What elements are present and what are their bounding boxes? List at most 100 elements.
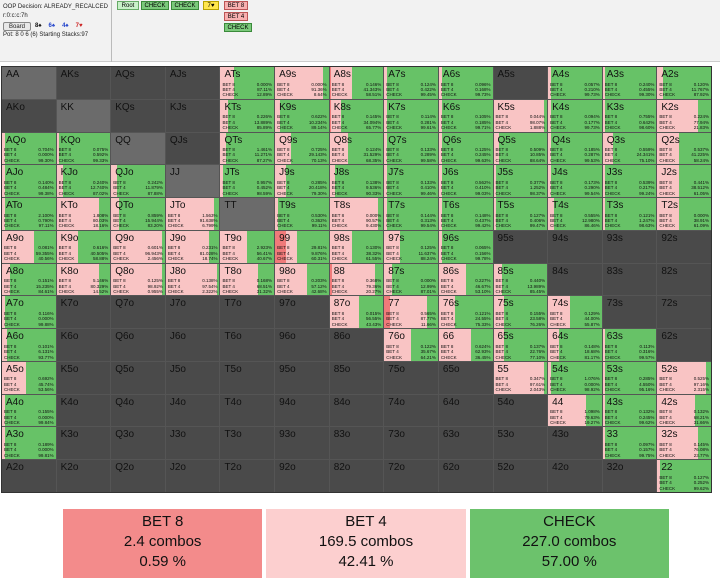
- hand-cell[interactable]: 72o: [384, 460, 438, 492]
- hand-cell[interactable]: BET 8 0.120% BET 4 11.767% CHECK 87.92% A2s: [657, 67, 711, 99]
- hand-cell[interactable]: BET 8 0.559% BET 4 24.341% CHECK 75.10% Q3s: [602, 132, 657, 165]
- hand-cell[interactable]: KK: [56, 99, 111, 132]
- hand-cell[interactable]: BET 8 0.151% BET 4 15.235% CHECK 84.61% A8o: [2, 263, 56, 296]
- hand-cell[interactable]: BET 8 0.185% BET 4 0.287% CHECK 99.53% Q4s: [548, 132, 602, 165]
- hand-cell[interactable]: BET 8 0.692% BET 4 45.74% CHECK 53.56% A5o: [2, 361, 56, 394]
- hand-cell[interactable]: BET 8 0.057% BET 4 0.210% CHECK 99.73% A4s: [548, 67, 602, 99]
- hand-cell[interactable]: BET 8 0.347% BET 4 97.61% CHECK 2.043% 55: [493, 361, 548, 394]
- hand-cell[interactable]: BET 8 1.808% BET 4 80.03% CHECK 18.16% KTo: [56, 198, 111, 230]
- hand-cell[interactable]: BET 8 0.125% BET 4 0.245% CHECK 99.63% Q6s: [438, 132, 493, 165]
- hand-cell[interactable]: 64o: [438, 394, 493, 427]
- hand-cell[interactable]: T5o: [220, 361, 275, 394]
- hand-cell[interactable]: Q3o: [111, 427, 165, 460]
- hand-cell[interactable]: 82o: [329, 460, 384, 492]
- hand-cell[interactable]: BET 8 0.616% BET 4 40.505% CHECK 58.88% K9o: [56, 230, 111, 263]
- hand-cell[interactable]: BET 8 0.114% BET 4 0.281% CHECK 99.61% K7s: [384, 99, 438, 132]
- hand-cell[interactable]: BET 8 0.000% BET 4 91.36% CHECK 8.64% A9s: [275, 67, 329, 99]
- hand-cell[interactable]: BET 8 0.155% BET 4 0.000% CHECK 99.84% A4o: [2, 394, 56, 427]
- hand-cell[interactable]: 62s: [657, 329, 711, 361]
- board-button[interactable]: Board: [3, 22, 32, 31]
- hand-cell[interactable]: BET 8 0.562% BET 4 0.410% CHECK 99.03% J6s: [438, 165, 493, 198]
- hand-cell[interactable]: AKo: [2, 99, 56, 132]
- hand-cell[interactable]: BET 8 0.000% BET 4 12.99% CHECK 87.01% 87s: [384, 263, 438, 296]
- hand-cell[interactable]: BET 8 0.116% BET 4 0.000% CHECK 99.88% A7o: [2, 296, 56, 329]
- hand-cell[interactable]: BET 8 0.000% BET 4 90.57% CHECK 9.430% T8s: [329, 198, 384, 230]
- hand-cell[interactable]: A5s: [493, 67, 548, 99]
- hand-cell[interactable]: BET 8 0.097% BET 4 0.157% CHECK 99.75% 33: [602, 427, 657, 460]
- hand-cell[interactable]: BET 8 0.094% BET 4 0.177% CHECK 99.73% K4s: [548, 99, 602, 132]
- hand-cell[interactable]: 83s: [602, 263, 657, 296]
- hand-cell[interactable]: BET 8 0.377% BET 4 1.252% CHECK 98.37% J5s: [493, 165, 548, 198]
- hand-cell[interactable]: BET 8 0.285% BET 4 4.550% CHECK 95.16% 53s: [602, 361, 657, 394]
- hand-cell[interactable]: T2o: [220, 460, 275, 492]
- hand-cell[interactable]: BET 8 1.098% BET 4 79.63% CHECK 19.27% 44: [548, 394, 602, 427]
- hand-cell[interactable]: BET 8 0.096% BET 4 0.168% CHECK 99.73% A6s: [438, 67, 493, 99]
- hand-cell[interactable]: 42o: [548, 460, 602, 492]
- hand-cell[interactable]: BET 8 0.231% BET 4 81.028% CHECK 18.74% J9o: [165, 230, 220, 263]
- hand-cell[interactable]: 85o: [329, 361, 384, 394]
- hand-cell[interactable]: K5o: [56, 361, 111, 394]
- hand-cell[interactable]: 83o: [329, 427, 384, 460]
- hand-cell[interactable]: T6o: [220, 329, 275, 361]
- hand-cell[interactable]: 92s: [657, 230, 711, 263]
- hand-cell[interactable]: BET 8 0.725% BET 4 29.143% CHECK 70.13% Q9s: [275, 132, 329, 165]
- hand-cell[interactable]: BET 8 0.127% BET 4 0.406% CHECK 99.47% T5s: [493, 198, 548, 230]
- hand-cell[interactable]: T3o: [220, 427, 275, 460]
- hand-cell[interactable]: BET 8 2.923% BET 4 56.41% CHECK 40.67% T9o: [220, 230, 275, 263]
- hand-cell[interactable]: Q6o: [111, 329, 165, 361]
- hand-cell[interactable]: BET 8 0.509% BET 4 10.85% CHECK 88.64% Q5s: [493, 132, 548, 165]
- hand-cell[interactable]: Q4o: [111, 394, 165, 427]
- hand-cell[interactable]: BET 8 0.138% BET 4 97.54% CHECK 2.322% J8o: [165, 263, 220, 296]
- hand-cell[interactable]: BET 8 0.130% BET 4 38.32% CHECK 61.55% 98s: [329, 230, 384, 263]
- hand-cell[interactable]: Q5o: [111, 361, 165, 394]
- hand-cell[interactable]: BET 8 0.132% BET 4 68.21% CHECK 31.66% 42s: [657, 394, 711, 427]
- hand-cell[interactable]: BET 8 0.133% BET 4 0.289% CHECK 99.58% Q7s: [384, 132, 438, 165]
- hand-cell[interactable]: AQs: [111, 67, 165, 99]
- hand-cell[interactable]: J7o: [165, 296, 220, 329]
- hand-cell[interactable]: BET 8 0.145% BET 4 76.08% CHECK 23.77% 32s: [657, 427, 711, 460]
- hand-cell[interactable]: J2o: [165, 460, 220, 492]
- hand-cell[interactable]: K4o: [56, 394, 111, 427]
- hand-cell[interactable]: BET 8 0.044% BET 4 98.07% CHECK 1.888% K5s: [493, 99, 548, 132]
- hand-cell[interactable]: BET 8 0.148% BET 4 0.437% CHECK 99.42% T6s: [438, 198, 493, 230]
- hand-cell[interactable]: BET 8 0.132% BET 4 0.245% CHECK 99.62% 43s: [602, 394, 657, 427]
- hand-cell[interactable]: BET 8 0.127% BET 4 0.252% CHECK 99.62% 22: [657, 460, 711, 492]
- hand-cell[interactable]: Q2o: [111, 460, 165, 492]
- hand-cell[interactable]: T7o: [220, 296, 275, 329]
- hand-cell[interactable]: BET 8 0.530% BET 4 0.362% CHECK 99.11% T9s: [275, 198, 329, 230]
- hand-cell[interactable]: BET 8 0.075% BET 4 0.592% CHECK 99.33% KQo: [56, 132, 111, 165]
- hand-cell[interactable]: BET 8 0.240% BET 4 12.740% CHECK 87.02% KJo: [56, 165, 111, 198]
- hand-cell[interactable]: A2o: [2, 460, 56, 492]
- hand-cell[interactable]: 95s: [493, 230, 548, 263]
- hand-cell[interactable]: 94o: [275, 394, 329, 427]
- hand-cell[interactable]: BET 8 0.137% BET 4 22.76% CHECK 77.10% 65s: [493, 329, 548, 361]
- hand-cell[interactable]: J4o: [165, 394, 220, 427]
- hand-cell[interactable]: BET 8 0.622% BET 4 10.234% CHECK 89.14% K9s: [275, 99, 329, 132]
- hand-cell[interactable]: BET 8 0.537% BET 4 41.225% CHECK 58.24% Q2s: [657, 132, 711, 165]
- hand-cell[interactable]: BET 8 5.146% BET 4 80.329% CHECK 14.52% K8o: [56, 263, 111, 296]
- tree-node-check[interactable]: CHECK: [224, 23, 252, 32]
- hand-cell[interactable]: BET 8 0.065% BET 4 0.156% CHECK 99.78% 96s: [438, 230, 493, 263]
- hand-cell[interactable]: 93o: [275, 427, 329, 460]
- hand-cell[interactable]: BET 8 0.203% BET 4 57.12% CHECK 42.68% 98o: [275, 263, 329, 296]
- hand-cell[interactable]: BET 8 0.129% BET 4 44.00% CHECK 55.87% 74s: [548, 296, 602, 329]
- tree-node-root[interactable]: Root: [117, 1, 139, 10]
- hand-cell[interactable]: BET 8 0.113% BET 4 0.316% CHECK 99.57% 63s: [602, 329, 657, 361]
- hand-cell[interactable]: BET 8 0.138% BET 4 9.536% CHECK 90.33% J8s: [329, 165, 384, 198]
- hand-cell[interactable]: 84o: [329, 394, 384, 427]
- hand-cell[interactable]: BET 8 0.240% BET 4 0.455% CHECK 99.30% A3s: [602, 67, 657, 99]
- hand-cell[interactable]: 65o: [438, 361, 493, 394]
- hand-cell[interactable]: 97o: [275, 296, 329, 329]
- hand-cell[interactable]: BET 8 0.441% BET 4 38.512% CHECK 61.05% J2s: [657, 165, 711, 198]
- hand-cell[interactable]: 74o: [384, 394, 438, 427]
- hand-cell[interactable]: BET 8 0.224% BET 4 77.94% CHECK 21.83% K2s: [657, 99, 711, 132]
- hand-cell[interactable]: BET 8 0.121% BET 4 24.55% CHECK 75.33% 76s: [438, 296, 493, 329]
- hand-cell[interactable]: BET 8 1.461% BET 4 11.271% CHECK 87.27% QTs: [220, 132, 275, 165]
- hand-cell[interactable]: BET 8 0.285% BET 4 20.418% CHECK 79.30% J9s: [275, 165, 329, 198]
- hand-cell[interactable]: BET 8 0.124% BET 4 31.529% CHECK 68.35% Q8s: [329, 132, 384, 165]
- hand-cell[interactable]: BET 8 0.124% BET 4 0.422% CHECK 99.45% A7s: [384, 67, 438, 99]
- hand-cell[interactable]: BET 8 0.226% BET 4 13.889% CHECK 85.89% KTs: [220, 99, 275, 132]
- tree-node-bet-4[interactable]: BET 4: [224, 12, 248, 21]
- hand-cell[interactable]: 53o: [493, 427, 548, 460]
- hand-cell[interactable]: BET 8 0.565% BET 4 87.77% CHECK 11.66% 77: [384, 296, 438, 329]
